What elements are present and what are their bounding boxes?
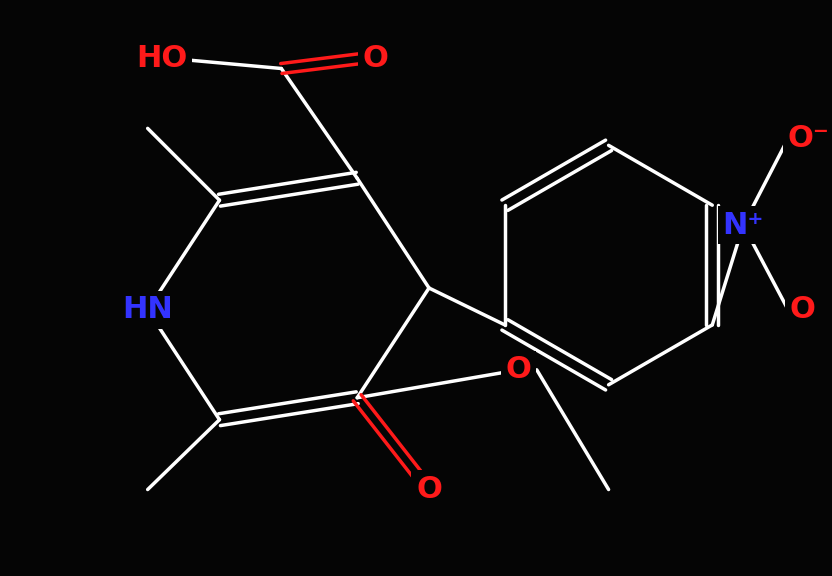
Text: HN: HN [122,295,173,324]
Text: N⁺: N⁺ [723,211,764,240]
Text: O: O [790,295,815,324]
Text: O: O [506,355,532,384]
Text: O⁻: O⁻ [787,124,829,153]
Text: HO: HO [136,44,187,73]
Text: O: O [416,475,442,504]
Text: O: O [362,44,388,73]
